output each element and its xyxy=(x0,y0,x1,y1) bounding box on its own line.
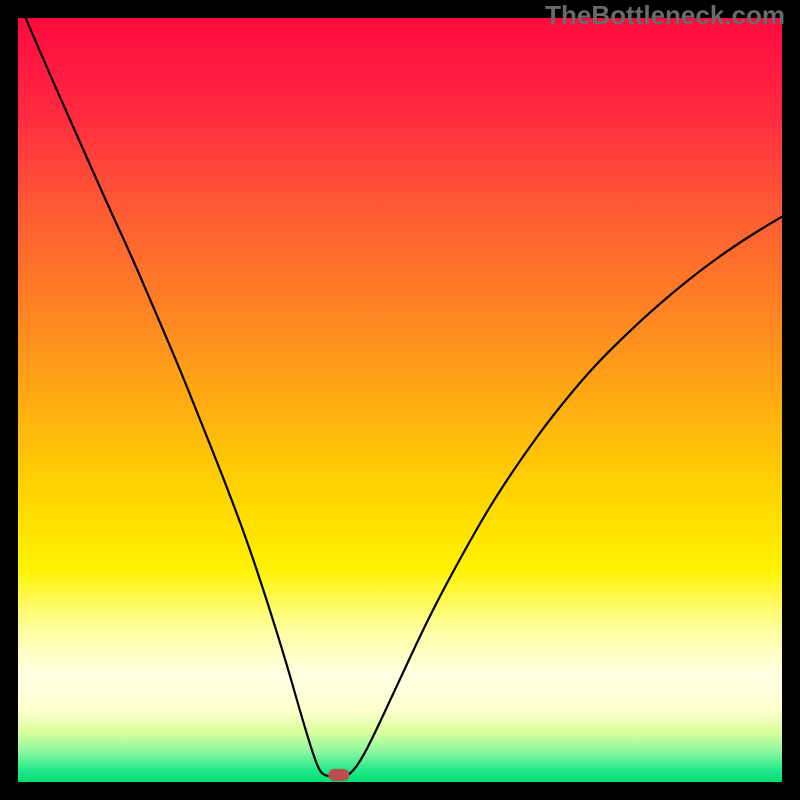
plot-area xyxy=(18,18,782,782)
bottleneck-curve xyxy=(26,18,782,777)
optimum-marker xyxy=(328,769,349,781)
watermark-text: TheBottleneck.com xyxy=(545,0,785,31)
chart-frame: TheBottleneck.com xyxy=(0,0,800,800)
bottleneck-curve-layer xyxy=(18,18,782,782)
